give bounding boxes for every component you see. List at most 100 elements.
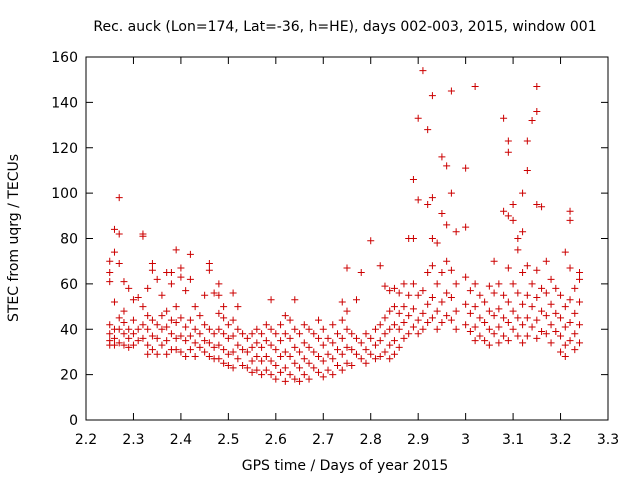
- data-point: [267, 325, 275, 333]
- data-point: [239, 346, 247, 354]
- data-point: [566, 318, 574, 326]
- data-point: [296, 364, 304, 372]
- data-point: [110, 248, 118, 256]
- data-point: [519, 189, 527, 197]
- data-point: [182, 323, 190, 331]
- data-point: [201, 291, 209, 299]
- data-point: [357, 355, 365, 363]
- data-point: [466, 328, 474, 336]
- data-point: [362, 346, 370, 354]
- data-point: [452, 307, 460, 315]
- data-point: [253, 325, 261, 333]
- data-point: [367, 334, 375, 342]
- data-point: [220, 330, 228, 338]
- x-tick-label: 2.9: [407, 432, 429, 448]
- data-point: [205, 259, 213, 267]
- data-point: [305, 325, 313, 333]
- data-point: [324, 366, 332, 374]
- data-point: [258, 357, 266, 365]
- data-point: [239, 330, 247, 338]
- data-point: [281, 312, 289, 320]
- data-point: [438, 298, 446, 306]
- x-tick-label: 3: [461, 432, 470, 448]
- data-point: [504, 264, 512, 272]
- data-point: [148, 332, 156, 340]
- x-tick-label: 2.6: [265, 432, 287, 448]
- data-point: [201, 321, 209, 329]
- data-point: [571, 309, 579, 317]
- data-point: [447, 293, 455, 301]
- data-point: [182, 337, 190, 345]
- data-point: [566, 264, 574, 272]
- data-point: [504, 298, 512, 306]
- data-point: [324, 350, 332, 358]
- data-point: [557, 291, 565, 299]
- y-tick-label: 120: [51, 141, 78, 157]
- data-point: [158, 341, 166, 349]
- data-points: [106, 67, 584, 385]
- data-point: [514, 332, 522, 340]
- data-point: [300, 355, 308, 363]
- data-point: [395, 309, 403, 317]
- data-point: [509, 307, 517, 315]
- data-point: [428, 194, 436, 202]
- data-point: [542, 330, 550, 338]
- data-point: [371, 355, 379, 363]
- data-point: [163, 337, 171, 345]
- data-point: [438, 153, 446, 161]
- data-point: [376, 321, 384, 329]
- data-point: [471, 280, 479, 288]
- data-point: [462, 300, 470, 308]
- data-point: [215, 341, 223, 349]
- data-point: [424, 200, 432, 208]
- data-point: [148, 346, 156, 354]
- data-point: [215, 280, 223, 288]
- data-point: [566, 216, 574, 224]
- data-point: [172, 334, 180, 342]
- data-point: [509, 325, 517, 333]
- data-point: [277, 368, 285, 376]
- data-point: [120, 278, 128, 286]
- data-point: [462, 164, 470, 172]
- data-point: [291, 359, 299, 367]
- data-point: [243, 348, 251, 356]
- data-point: [395, 325, 403, 333]
- data-point: [110, 334, 118, 342]
- data-point: [186, 316, 194, 324]
- y-tick-label: 20: [60, 368, 78, 384]
- data-point: [443, 289, 451, 297]
- data-point: [367, 350, 375, 358]
- data-point: [319, 373, 327, 381]
- data-point: [438, 269, 446, 277]
- data-point: [447, 189, 455, 197]
- data-point: [205, 266, 213, 274]
- data-point: [224, 321, 232, 329]
- data-point: [500, 114, 508, 122]
- data-point: [471, 323, 479, 331]
- data-point: [395, 289, 403, 297]
- data-point: [438, 210, 446, 218]
- data-point: [210, 343, 218, 351]
- data-point: [405, 312, 413, 320]
- data-point: [514, 289, 522, 297]
- data-point: [409, 323, 417, 331]
- x-tick-label: 2.4: [170, 432, 192, 448]
- data-point: [348, 346, 356, 354]
- data-point: [352, 334, 360, 342]
- x-tick-label: 2.5: [217, 432, 239, 448]
- data-point: [447, 87, 455, 95]
- data-point: [115, 230, 123, 238]
- data-point: [400, 303, 408, 311]
- data-point: [405, 330, 413, 338]
- data-point: [576, 269, 584, 277]
- data-point: [120, 318, 128, 326]
- data-point: [224, 362, 232, 370]
- data-point: [338, 298, 346, 306]
- data-point: [338, 334, 346, 342]
- data-point: [110, 225, 118, 233]
- data-point: [338, 316, 346, 324]
- data-point: [367, 237, 375, 245]
- data-point: [561, 341, 569, 349]
- data-point: [253, 352, 261, 360]
